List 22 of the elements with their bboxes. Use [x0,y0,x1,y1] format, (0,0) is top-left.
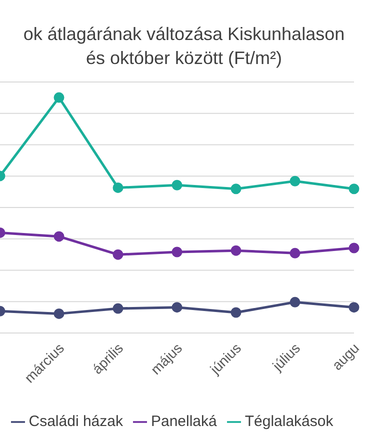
point [172,302,182,313]
point [54,231,64,242]
chart-title: ok átlagárának változása Kiskunhalason és október között (Ft/m²) [22,23,346,70]
legend-label: Családi házak [28,413,123,430]
point [230,245,242,256]
point [172,246,182,258]
point [230,307,242,318]
point [112,249,124,260]
point [290,296,300,308]
point [230,184,242,194]
point [290,248,300,258]
point [348,184,360,194]
point [112,182,124,193]
point [348,302,360,313]
point [112,303,124,314]
legend-label: Panellaká [150,413,217,430]
point [348,242,360,254]
point [172,180,182,190]
legend-label: Téglalakások [244,413,334,430]
point [54,308,64,319]
point [54,92,64,103]
point [290,176,300,186]
